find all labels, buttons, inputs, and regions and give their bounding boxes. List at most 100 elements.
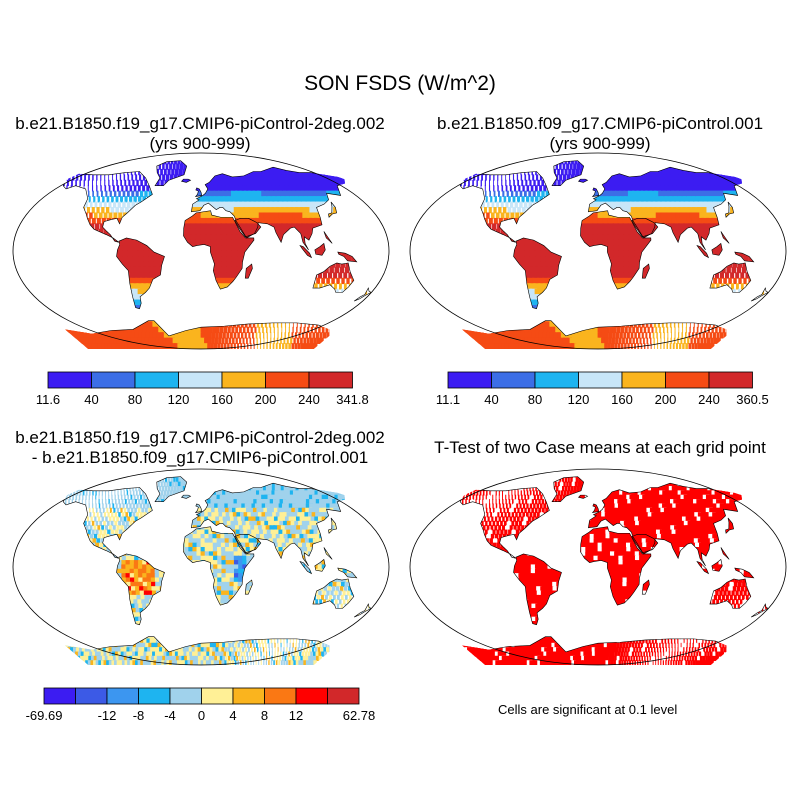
coastline-greatBritain (194, 187, 203, 197)
coastline-arabia (234, 218, 262, 238)
colorbar-label: 8 (261, 708, 268, 723)
colorbar-label: 200 (655, 392, 677, 407)
coastline-japan (328, 201, 338, 218)
panel-title-line1: T-Test of two Case means at each grid po… (434, 438, 766, 457)
land-field-cells (63, 160, 372, 349)
panel-title-bottom-right: T-Test of two Case means at each grid po… (400, 438, 800, 458)
coastline-arabia (631, 534, 659, 554)
coastline-newGuinea (734, 567, 755, 579)
coastline-borneo (314, 558, 326, 572)
colorbar-label: -69.69 (26, 708, 63, 723)
coastline-northAmerica (62, 487, 153, 559)
page-title: SON FSDS (W/m^2) (304, 72, 496, 95)
panel-title-line1: b.e21.B1850.f09_g17.CMIP6-piControl.001 (436, 114, 764, 133)
coastline-newGuinea (337, 251, 358, 263)
colorbar-swatch (43, 687, 76, 705)
colorbar-label: -4 (164, 708, 176, 723)
colorbar-label: 240 (298, 392, 320, 407)
colorbar-swatch (265, 371, 310, 389)
coastline-australia (312, 578, 355, 609)
coastline-sumatra (299, 244, 313, 259)
colorbar-swatch (169, 687, 202, 705)
coastline-newZealand (353, 287, 372, 302)
map-panel-top-right (409, 152, 787, 350)
colorbar-swatch (264, 687, 297, 705)
panel-title-line2: (yrs 900-999) (149, 134, 251, 153)
coastline-philippines (323, 231, 333, 244)
colorbar-label: -8 (133, 708, 145, 723)
panel-title-top-left: b.e21.B1850.f19_g17.CMIP6-piControl-2deg… (0, 114, 400, 154)
coastline-australia (312, 262, 355, 293)
coastline-newGuinea (337, 567, 358, 579)
significance-note: Cells are significant at 0.1 level (498, 702, 678, 717)
colorbar-label: 80 (528, 392, 542, 407)
colorbar-swatch (75, 687, 108, 705)
coastline-southAmerica (116, 553, 165, 626)
coastline-greatBritain (591, 187, 600, 197)
colorbar-swatch (578, 371, 623, 389)
coastline-southAmerica (116, 237, 165, 310)
coastline-greenland (551, 476, 585, 502)
colorbar-label: 120 (568, 392, 590, 407)
coastline-greatBritain (194, 503, 203, 513)
coastline-madagascar (244, 263, 253, 279)
coastline-eurasia (587, 166, 743, 251)
coastline-africa (580, 210, 652, 290)
colorbar-swatch (534, 371, 579, 389)
coastline-greenland (551, 160, 585, 186)
coastline-madagascar (641, 579, 650, 595)
colorbar-swatch (134, 371, 179, 389)
colorbar-swatch (295, 687, 328, 705)
colorbar-label: 40 (484, 392, 498, 407)
coastline-africa (183, 526, 255, 606)
land-field-cells (460, 160, 769, 349)
colorbar-bottom: -69.69 -12 -8 -4 0 4 8 12 62.78 (26, 687, 375, 723)
colorbar-label: 4 (229, 708, 236, 723)
colorbar-swatch (138, 687, 171, 705)
colorbar-label: 0 (198, 708, 205, 723)
coastline-australia (709, 578, 752, 609)
coastline-iceland (578, 178, 589, 183)
colorbar-label: -12 (98, 708, 117, 723)
coastline-northAmerica (62, 171, 153, 243)
map-panel-top-left (12, 152, 390, 350)
panel-title-bottom-left: b.e21.B1850.f19_g17.CMIP6-piControl-2deg… (0, 428, 400, 468)
colorbar-label: 200 (255, 392, 277, 407)
colorbar-top-left: 11.6 40 80 120 160 200 240 341.8 (36, 371, 369, 407)
coastline-philippines (720, 231, 730, 244)
coastline-newGuinea (734, 251, 755, 263)
coastline-northAmerica (459, 487, 550, 559)
land-field-cells (460, 476, 769, 665)
coastline-arabia (234, 534, 262, 554)
coastline-greenland (154, 160, 188, 186)
coastline-iceland (578, 494, 589, 499)
coastline-southAmerica (513, 237, 562, 310)
coastline-newZealand (353, 603, 372, 618)
colorbar-swatch (447, 371, 492, 389)
coastline-madagascar (641, 263, 650, 279)
colorbar-label: 360.5 (736, 392, 769, 407)
coastline-borneo (314, 242, 326, 256)
map-border (409, 468, 787, 666)
colorbar-label: 341.8 (336, 392, 369, 407)
colorbar-swatch (621, 371, 666, 389)
panel-title-line1: b.e21.B1850.f19_g17.CMIP6-piControl-2deg… (15, 428, 385, 447)
coastline-japan (328, 517, 338, 534)
coastline-japan (725, 201, 735, 218)
colorbar-label: 12 (289, 708, 303, 723)
coastline-philippines (323, 547, 333, 560)
colorbar-swatch (491, 371, 536, 389)
colorbar-swatch (178, 371, 223, 389)
map-border (12, 468, 390, 666)
coastline-northAmerica (459, 171, 550, 243)
coastline-philippines (720, 547, 730, 560)
colorbar-swatch (91, 371, 136, 389)
coastline-eurasia (190, 482, 346, 567)
coastline-eurasia (587, 482, 743, 567)
coastline-iceland (181, 178, 192, 183)
coastline-australia (709, 262, 752, 293)
coastline-iceland (181, 494, 192, 499)
colorbar-swatch (47, 371, 92, 389)
colorbar-label: 120 (168, 392, 190, 407)
colorbar-label: 11.6 (36, 392, 60, 407)
